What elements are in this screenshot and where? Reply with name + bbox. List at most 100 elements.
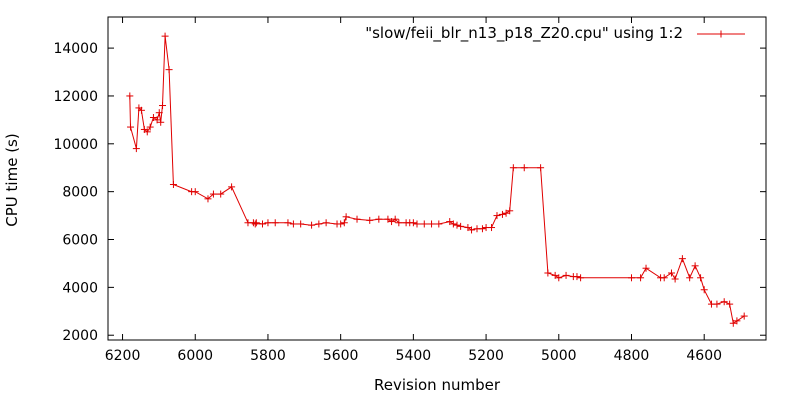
data-point <box>284 219 292 227</box>
legend-label: "slow/feii_blr_n13_p18_Z20.cpu" using 1:… <box>365 24 683 43</box>
y-tick-label: 10000 <box>53 137 98 153</box>
data-point <box>308 221 316 229</box>
data-point <box>733 317 741 325</box>
data-point <box>667 269 675 277</box>
x-tick-label: 4600 <box>686 348 722 364</box>
data-point <box>660 274 668 282</box>
plot-frame <box>107 16 767 341</box>
data-point <box>337 220 345 228</box>
data-point <box>159 102 167 110</box>
x-tick-label: 5600 <box>323 348 359 364</box>
data-point <box>478 225 486 233</box>
data-point <box>146 123 154 131</box>
data-point <box>446 218 454 226</box>
data-point <box>420 220 428 228</box>
data-point <box>551 271 559 279</box>
data-point <box>209 190 217 198</box>
data-point <box>353 215 361 223</box>
data-point <box>191 188 199 196</box>
data-point <box>395 219 403 227</box>
data-point <box>453 221 461 229</box>
data-point <box>464 224 472 232</box>
data-point <box>449 220 457 228</box>
data-point <box>264 219 272 227</box>
data-point <box>322 219 330 227</box>
x-tick-label: 6000 <box>177 348 213 364</box>
data-point <box>498 210 506 218</box>
data-point <box>165 66 173 74</box>
data-point <box>726 300 734 308</box>
data-point <box>627 274 635 282</box>
data-point <box>366 216 374 224</box>
data-point <box>573 273 581 281</box>
data-point <box>700 286 708 294</box>
data-point <box>520 164 528 172</box>
data-point <box>252 219 260 227</box>
data-point <box>435 220 443 228</box>
data-point <box>509 164 517 172</box>
y-tick-label: 2000 <box>62 328 98 344</box>
x-tick-label: 5400 <box>396 348 432 364</box>
data-point <box>468 226 476 234</box>
data-point <box>384 215 392 223</box>
y-tick-label: 4000 <box>62 280 98 296</box>
data-point <box>413 220 421 228</box>
data-point <box>637 274 645 282</box>
data-point <box>502 209 510 217</box>
data-point <box>297 220 305 228</box>
data-point <box>157 118 165 126</box>
series-line <box>129 36 745 325</box>
data-point <box>251 220 259 228</box>
data-point <box>457 222 465 230</box>
y-tick-label: 8000 <box>62 185 98 201</box>
data-point <box>375 215 383 223</box>
y-tick-label: 12000 <box>53 89 98 105</box>
x-axis-title: Revision number <box>374 376 501 394</box>
data-point <box>577 274 585 282</box>
y-axis-title: CPU time (s) <box>3 133 21 226</box>
data-point <box>720 298 728 306</box>
data-point <box>259 220 267 228</box>
data-point <box>137 106 145 114</box>
data-point <box>127 123 135 131</box>
data-point <box>388 218 396 226</box>
data-point <box>544 269 552 277</box>
x-tick-label: 5200 <box>468 348 504 364</box>
data-point <box>217 190 225 198</box>
data-point <box>555 274 563 282</box>
data-point <box>428 220 436 228</box>
data-point <box>686 274 694 282</box>
data-point <box>149 113 157 121</box>
data-point <box>391 215 399 223</box>
data-point <box>697 274 705 282</box>
data-point <box>562 271 570 279</box>
data-point <box>271 219 279 227</box>
data-point <box>228 183 236 191</box>
data-point <box>155 109 163 117</box>
data-point <box>493 212 501 220</box>
data-point <box>315 220 323 228</box>
x-tick-label: 6200 <box>105 348 141 364</box>
data-point <box>132 145 140 153</box>
data-point <box>713 300 721 308</box>
data-point <box>342 213 350 221</box>
y-tick-label: 14000 <box>53 41 98 57</box>
data-point <box>642 264 650 272</box>
data-point <box>740 312 748 320</box>
data-point <box>169 180 177 188</box>
y-tick-label: 6000 <box>62 233 98 249</box>
data-point <box>729 319 737 327</box>
data-point <box>153 116 161 124</box>
data-point <box>488 224 496 232</box>
data-point <box>204 195 212 203</box>
x-tick-label: 5000 <box>541 348 577 364</box>
data-point <box>537 164 545 172</box>
data-point <box>671 275 679 283</box>
data-point <box>289 220 297 228</box>
data-point <box>506 207 514 215</box>
legend-marker <box>717 30 725 38</box>
data-point <box>678 255 686 263</box>
x-tick-label: 4800 <box>614 348 650 364</box>
data-point <box>691 262 699 270</box>
